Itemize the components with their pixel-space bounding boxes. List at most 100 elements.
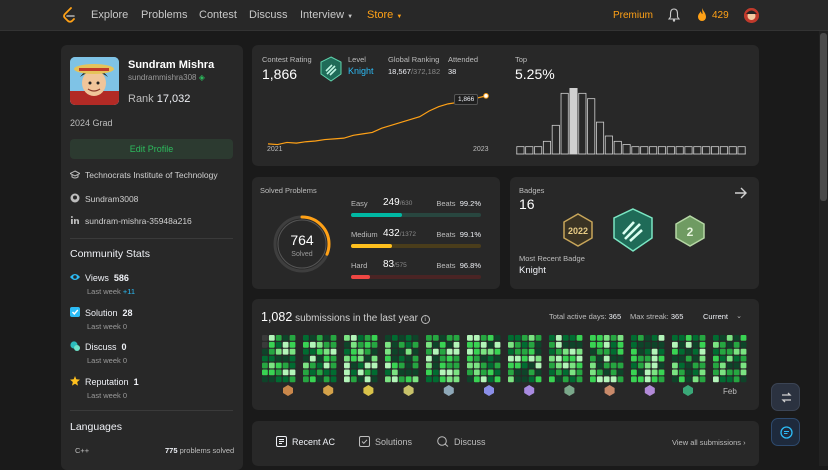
heatmap-cell[interactable] [323,341,330,348]
heatmap-cell[interactable] [651,341,658,348]
heatmap-cell[interactable] [549,362,555,369]
heatmap-cell[interactable] [432,335,439,341]
heatmap-cell[interactable] [480,341,487,348]
heatmap-cell[interactable] [658,376,665,383]
heatmap-cell[interactable] [398,335,405,341]
heatmap-cell[interactable] [726,341,733,348]
heatmap-cell[interactable] [371,369,378,376]
heatmap-cell[interactable] [350,355,357,362]
heatmap-cell[interactable] [426,376,432,383]
heatmap-cell[interactable] [432,369,439,376]
heatmap-cell[interactable] [446,369,453,376]
heatmap-cell[interactable] [487,362,494,369]
heatmap-cell[interactable] [412,348,419,355]
heatmap-cell[interactable] [685,376,692,383]
heatmap-cell[interactable] [289,376,296,383]
monthly-badge-icon[interactable] [323,385,334,396]
heatmap-cell[interactable] [344,335,350,341]
heatmap-cell[interactable] [713,341,719,348]
heatmap-cell[interactable] [590,376,596,383]
heatmap-cell[interactable] [576,341,583,348]
heatmap-cell[interactable] [637,362,644,369]
heatmap-cell[interactable] [330,335,337,341]
premium-link[interactable]: Premium [613,10,654,21]
heatmap-cell[interactable] [303,355,309,362]
heatmap-cell[interactable] [453,362,460,369]
heatmap-cell[interactable] [603,369,610,376]
heatmap-cell[interactable] [487,355,494,362]
heatmap-cell[interactable] [439,362,446,369]
heatmap-cell[interactable] [398,369,405,376]
heatmap-cell[interactable] [733,355,740,362]
heatmap-cell[interactable] [631,335,637,341]
heatmap-cell[interactable] [658,335,665,341]
heatmap-cell[interactable] [350,376,357,383]
monthly-badge-icon[interactable] [683,385,693,396]
heatmap-cell[interactable] [521,348,528,355]
heatmap-cell[interactable] [590,355,596,362]
heatmap-cell[interactable] [487,348,494,355]
heatmap-cell[interactable] [514,355,521,362]
heatmap-cell[interactable] [651,348,658,355]
heatmap-cell[interactable] [733,348,740,355]
heatmap-cell[interactable] [699,369,706,376]
heatmap-cell[interactable] [268,362,275,369]
heatmap-cell[interactable] [726,348,733,355]
heatmap-cell[interactable] [596,355,603,362]
heatmap-cell[interactable] [432,348,439,355]
heatmap-cell[interactable] [672,335,678,341]
heatmap-cell[interactable] [480,362,487,369]
heatmap-cell[interactable] [590,362,596,369]
heatmap-cell[interactable] [446,335,453,341]
heatmap-cell[interactable] [268,335,275,341]
heatmap-cell[interactable] [371,335,378,341]
heatmap-cell[interactable] [323,348,330,355]
heatmap-cell[interactable] [610,376,617,383]
heatmap-cell[interactable] [391,376,398,383]
nav-problems[interactable]: Problems [141,9,188,21]
heatmap-cell[interactable] [316,376,323,383]
heatmap-cell[interactable] [432,376,439,383]
heatmap-cell[interactable] [282,362,289,369]
heatmap-cell[interactable] [617,355,624,362]
heatmap-cell[interactable] [487,335,494,341]
heatmap-cell[interactable] [726,376,733,383]
heatmap-cell[interactable] [631,355,637,362]
heatmap-cell[interactable] [453,335,460,341]
heatmap-cell[interactable] [535,376,542,383]
heatmap-cell[interactable] [569,348,576,355]
heatmap-cell[interactable] [453,348,460,355]
heatmap-cell[interactable] [521,362,528,369]
monthly-badge-icon[interactable] [443,385,454,396]
heatmap-cell[interactable] [494,369,501,376]
heatmap-cell[interactable] [644,362,651,369]
heatmap-cell[interactable] [508,335,514,341]
heatmap-cell[interactable] [528,348,535,355]
heatmap-cell[interactable] [426,348,432,355]
heatmap-cell[interactable] [590,341,596,348]
heatmap-cell[interactable] [303,335,309,341]
heatmap-cell[interactable] [357,362,364,369]
heatmap-cell[interactable] [364,341,371,348]
heatmap-cell[interactable] [521,341,528,348]
heatmap-cell[interactable] [644,341,651,348]
heatmap-cell[interactable] [371,341,378,348]
heatmap-cell[interactable] [508,348,514,355]
heatmap-cell[interactable] [323,369,330,376]
arrow-right-icon[interactable] [734,186,748,200]
heatmap-cell[interactable] [480,348,487,355]
heatmap-cell[interactable] [268,355,275,362]
heatmap-cell[interactable] [617,335,624,341]
heatmap-cell[interactable] [719,369,726,376]
heatmap-cell[interactable] [549,355,555,362]
monthly-badge-icon[interactable] [604,385,615,396]
annual-badge-2022-icon[interactable]: 2022 [562,213,594,247]
heatmap-cell[interactable] [275,355,282,362]
heatmap-cell[interactable] [549,335,555,341]
heatmap-cell[interactable] [316,362,323,369]
heatmap-cell[interactable] [549,369,555,376]
heatmap-cell[interactable] [733,362,740,369]
heatmap-cell[interactable] [357,335,364,341]
heatmap-cell[interactable] [405,348,412,355]
heatmap-cell[interactable] [405,362,412,369]
